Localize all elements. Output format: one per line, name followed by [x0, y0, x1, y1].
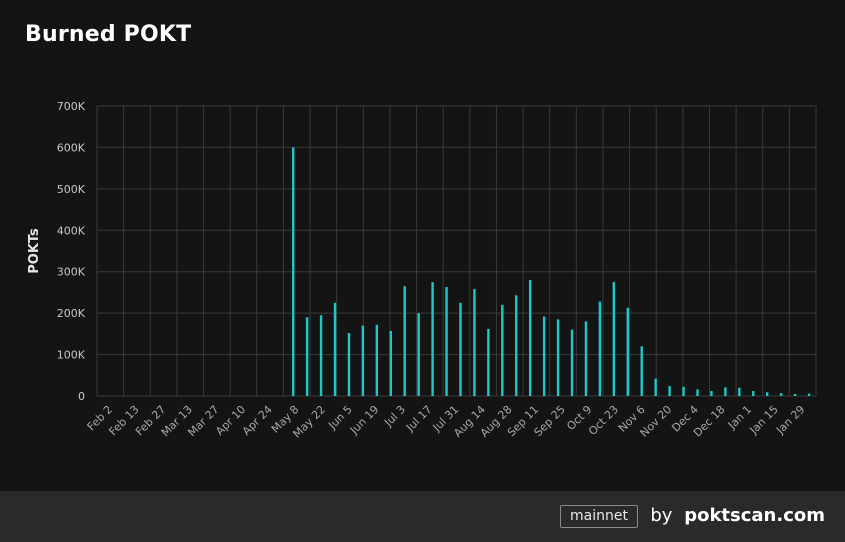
- bar[interactable]: [403, 286, 406, 396]
- y-tick-label: 100K: [57, 349, 86, 362]
- bar[interactable]: [752, 391, 755, 396]
- bar[interactable]: [347, 333, 351, 396]
- bar[interactable]: [459, 302, 462, 396]
- bar[interactable]: [654, 378, 657, 396]
- bar[interactable]: [542, 316, 546, 396]
- bar[interactable]: [779, 393, 783, 396]
- bar[interactable]: [417, 313, 420, 396]
- bar[interactable]: [793, 393, 797, 396]
- footer-bar: mainnet by poktscan.com: [0, 491, 845, 542]
- bar[interactable]: [515, 295, 518, 396]
- bar[interactable]: [319, 315, 323, 396]
- bar[interactable]: [626, 307, 629, 396]
- bar[interactable]: [710, 391, 713, 396]
- bar[interactable]: [682, 386, 685, 396]
- y-axis-label: POKTs: [27, 228, 42, 274]
- y-tick-label: 500K: [57, 183, 86, 196]
- bar[interactable]: [598, 301, 602, 396]
- bar[interactable]: [696, 389, 699, 396]
- network-badge[interactable]: mainnet: [560, 505, 638, 528]
- bar[interactable]: [738, 387, 741, 396]
- bar[interactable]: [556, 319, 560, 396]
- grid-lines: [96, 105, 817, 397]
- bar[interactable]: [668, 386, 671, 396]
- bar[interactable]: [766, 392, 769, 396]
- x-tick-label: Oct 23: [586, 403, 621, 438]
- brand-link[interactable]: poktscan.com: [684, 505, 825, 526]
- x-tick-label: Apr 24: [240, 403, 275, 438]
- bar[interactable]: [445, 287, 448, 396]
- bar[interactable]: [570, 329, 574, 396]
- x-tick-label: Jan 29: [773, 403, 807, 437]
- bar[interactable]: [724, 387, 727, 396]
- bar[interactable]: [375, 324, 379, 396]
- bar[interactable]: [528, 280, 532, 396]
- bar[interactable]: [640, 346, 643, 396]
- y-tick-label: 300K: [57, 266, 86, 279]
- y-tick-label: 200K: [57, 307, 86, 320]
- bar[interactable]: [612, 282, 616, 396]
- bar[interactable]: [501, 304, 504, 396]
- bar[interactable]: [431, 282, 434, 396]
- y-tick-label: 700K: [57, 100, 86, 113]
- chart-title: Burned POKT: [25, 22, 192, 47]
- y-axis-ticks: 0 100K 200K 300K 400K 500K 600K 700K: [57, 100, 86, 403]
- bar[interactable]: [473, 289, 476, 396]
- bar-series: [291, 147, 811, 396]
- y-tick-label: 0: [78, 390, 85, 403]
- bar[interactable]: [361, 325, 365, 396]
- bar[interactable]: [291, 147, 295, 396]
- bar[interactable]: [389, 330, 392, 396]
- x-tick-label: Jan 15: [747, 403, 781, 437]
- bar[interactable]: [807, 393, 811, 396]
- x-tick-label: Jul 17: [403, 403, 435, 435]
- bar[interactable]: [305, 317, 309, 396]
- attribution: by poktscan.com: [650, 505, 825, 526]
- y-tick-label: 600K: [57, 141, 86, 154]
- x-tick-label: Jun 19: [347, 403, 381, 437]
- bar[interactable]: [333, 302, 337, 396]
- bar[interactable]: [487, 328, 490, 396]
- y-tick-label: 400K: [57, 224, 86, 237]
- bar[interactable]: [584, 321, 588, 396]
- by-label: by: [650, 505, 673, 526]
